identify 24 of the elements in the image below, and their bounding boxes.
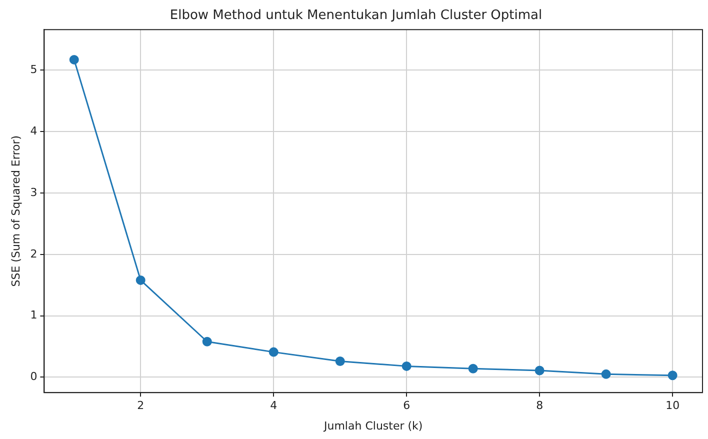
point bbox=[601, 369, 611, 379]
y-tick-label: 3 bbox=[30, 186, 38, 199]
x-tick-label: 4 bbox=[270, 399, 278, 412]
point bbox=[534, 366, 544, 376]
point bbox=[668, 370, 678, 380]
x-axis-title: Jumlah Cluster (k) bbox=[323, 419, 423, 432]
y-tick-label: 0 bbox=[30, 370, 38, 384]
x-tick-label: 8 bbox=[536, 399, 544, 412]
point bbox=[69, 54, 79, 64]
chart-title: Elbow Method untuk Menentukan Jumlah Cluster Optimal bbox=[170, 8, 542, 24]
y-tick-label: 5 bbox=[30, 62, 38, 76]
y-tick-label: 1 bbox=[30, 308, 38, 322]
x-tick-label: 10 bbox=[666, 399, 680, 412]
y-axis-title: SSE (Sum of Squared Error) bbox=[9, 135, 22, 287]
point bbox=[468, 364, 478, 374]
point bbox=[335, 356, 345, 366]
y-tick-label: 2 bbox=[30, 247, 38, 260]
point bbox=[268, 347, 278, 357]
point bbox=[402, 361, 412, 371]
point bbox=[136, 275, 146, 285]
x-tick-label: 6 bbox=[403, 399, 410, 412]
y-tick-label: 4 bbox=[30, 124, 38, 138]
point bbox=[202, 336, 212, 346]
x-tick-label: 2 bbox=[137, 399, 144, 412]
